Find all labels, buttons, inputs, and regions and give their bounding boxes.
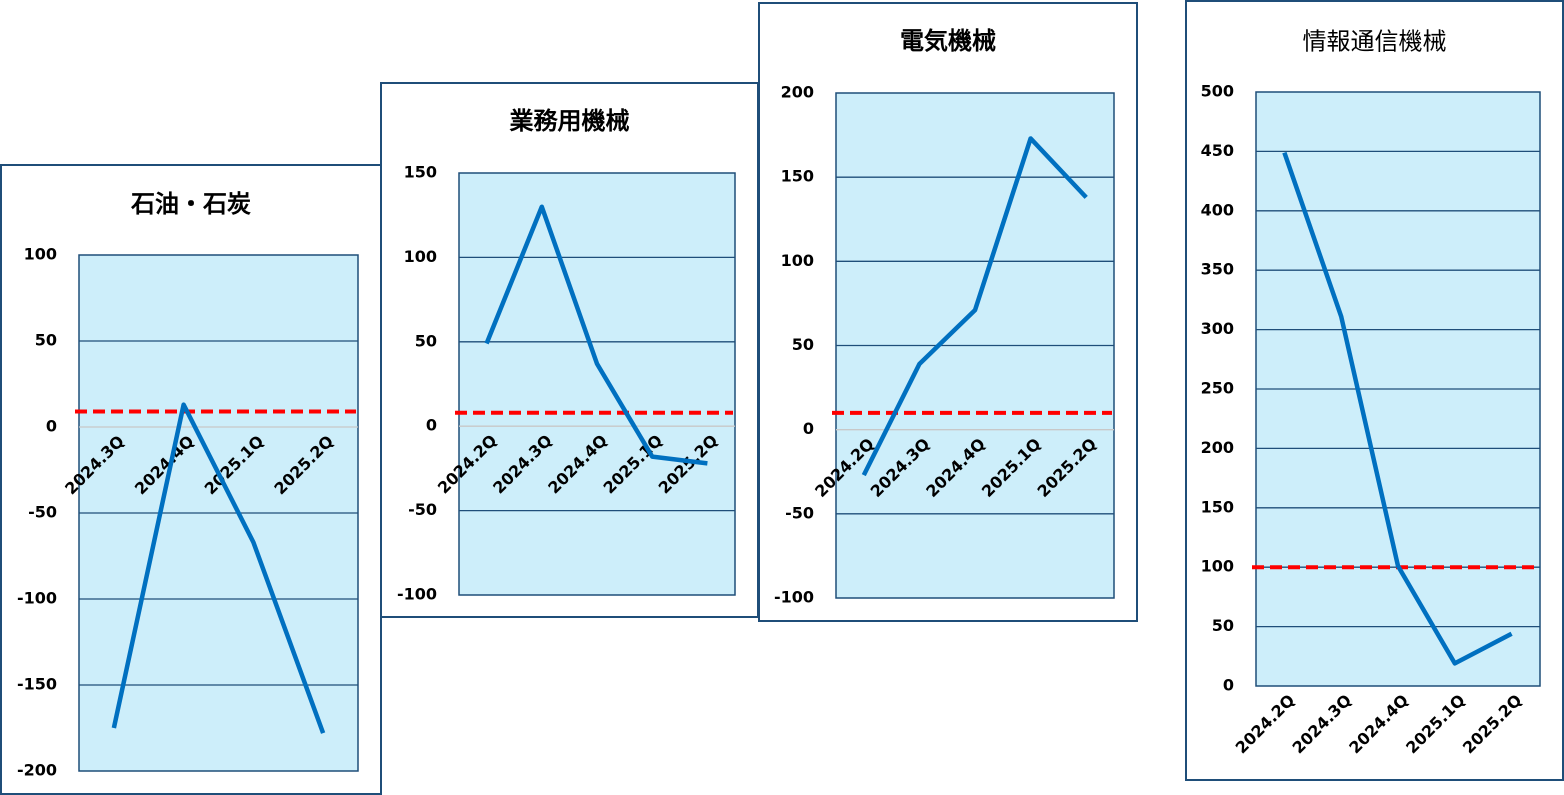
y-tick-label: 250 xyxy=(1201,379,1234,398)
y-tick-label: 50 xyxy=(415,331,437,350)
y-tick-label: -100 xyxy=(774,588,814,607)
chart-title: 電気機械 xyxy=(900,27,996,55)
y-tick-label: 0 xyxy=(46,417,57,436)
y-tick-label: 150 xyxy=(404,163,437,182)
data-line xyxy=(111,402,326,734)
y-tick-label: 0 xyxy=(803,419,814,438)
plot-area xyxy=(458,172,736,596)
y-tick-label: 500 xyxy=(1201,82,1234,101)
y-tick-label: 100 xyxy=(781,251,814,270)
y-tick-label: 50 xyxy=(1212,616,1234,635)
y-tick-label: -50 xyxy=(408,500,437,519)
y-tick-label: 0 xyxy=(426,416,437,435)
y-tick-label: 150 xyxy=(781,167,814,186)
chart-title: 情報通信機械 xyxy=(1303,28,1447,56)
y-tick-label: 150 xyxy=(1201,497,1234,516)
y-tick-label: 100 xyxy=(24,245,57,264)
y-tick-label: 350 xyxy=(1201,260,1234,279)
y-tick-label: 100 xyxy=(1201,557,1234,576)
chart-title: 業務用機械 xyxy=(510,107,630,135)
y-tick-label: 400 xyxy=(1201,200,1234,219)
y-tick-label: -50 xyxy=(785,503,814,522)
y-tick-label: -100 xyxy=(397,585,437,604)
y-tick-label: -200 xyxy=(17,761,57,780)
y-tick-label: 100 xyxy=(404,247,437,266)
y-tick-label: -150 xyxy=(17,675,57,694)
y-tick-label: 200 xyxy=(781,83,814,102)
y-tick-label: -100 xyxy=(17,589,57,608)
y-tick-label: 50 xyxy=(792,335,814,354)
chart-title: 石油・石炭 xyxy=(130,190,251,218)
y-tick-label: 300 xyxy=(1201,319,1234,338)
y-tick-label: 50 xyxy=(35,331,57,350)
y-tick-label: 0 xyxy=(1223,676,1234,695)
y-tick-label: -50 xyxy=(28,503,57,522)
data-line xyxy=(1282,151,1513,666)
data-line xyxy=(861,136,1088,477)
data-line xyxy=(484,204,708,466)
y-tick-label: 200 xyxy=(1201,438,1234,457)
y-tick-label: 450 xyxy=(1201,141,1234,160)
